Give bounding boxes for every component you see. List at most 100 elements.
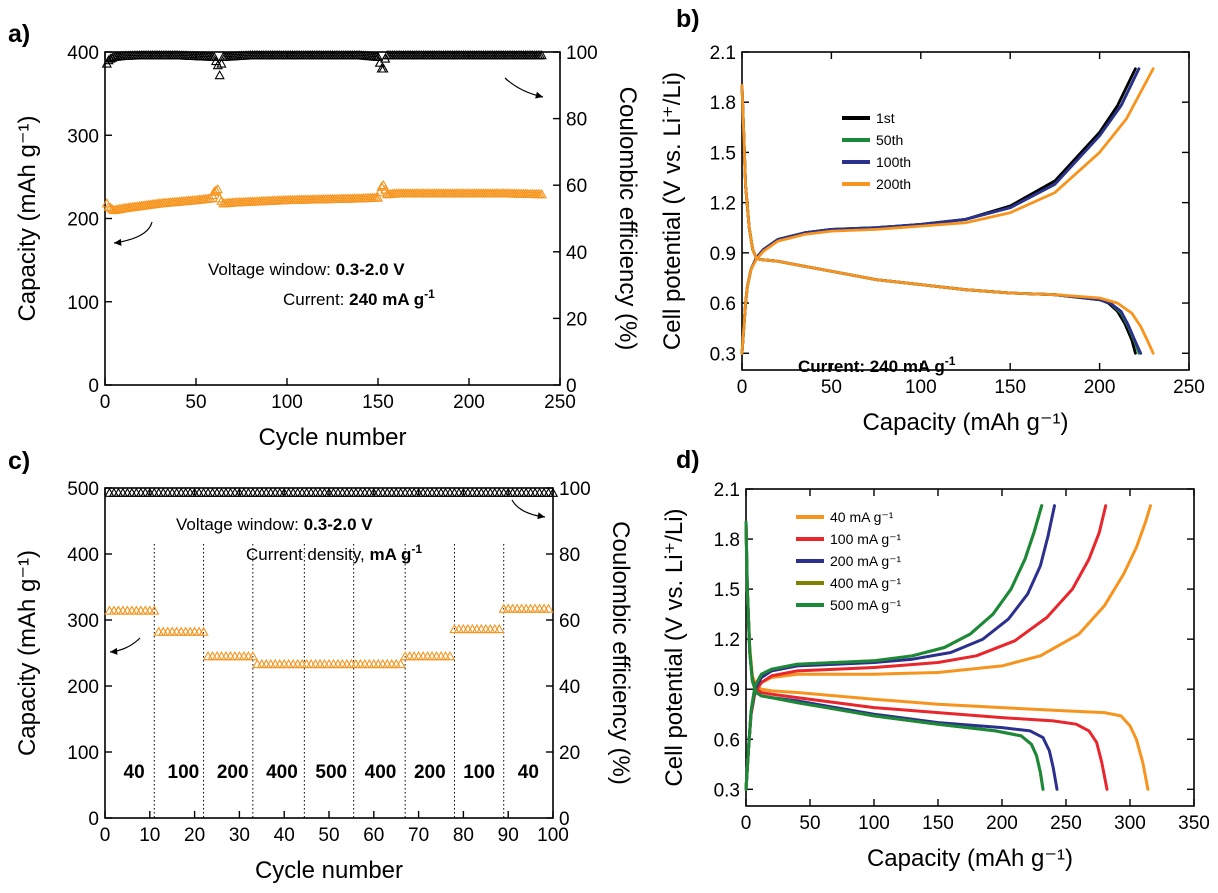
series-1-charge [744,504,1108,791]
rate-label: 200 [414,762,446,783]
y-tick-label: 0.3 [714,780,740,801]
panel-label: b) [676,5,700,33]
rate-label: 400 [266,762,298,783]
ce-marker [536,49,547,60]
x-tick-label: 200 [1084,377,1116,398]
current-annotation: Current: 240 mA g-1 [798,354,956,376]
series-200th-discharge [740,84,1155,355]
y-tick-label: 400 [67,545,99,566]
y-right-tick-label: 100 [559,479,591,500]
capacity-marker [543,603,554,613]
current-annotation-text: Current: [283,290,349,309]
x-tick-label: 50 [318,825,339,846]
legend-label: 40 mA g⁻¹ [830,509,894,525]
y-tick-label: 0 [88,809,99,830]
y-right-axis-title: Coulombic efficiency (%) [607,521,634,785]
x-tick-label: 20 [184,825,205,846]
current-density-annotation-bold: mA g [369,545,411,564]
voltage-window-annotation-bold: 0.3-2.0 V [304,515,374,534]
x-axis-title: Cycle number [258,424,406,451]
y-tick-label: 0.6 [710,294,736,315]
x-tick-label: 10 [139,825,160,846]
y-right-tick-label: 80 [559,545,580,566]
capacity-marker [444,650,456,661]
capacity-axis-arrow-head [110,647,118,655]
panel-d: 0 50 100 150 200 250 300 350 0.3 0.6 0.9 1.2 1.5 1.8 2… [661,446,1210,872]
ce-marker [212,59,223,70]
series-2-charge [744,504,1056,791]
current-annotation-sup: -1 [424,287,435,301]
capacity-marker [210,185,222,195]
legend-label: 50th [876,132,903,148]
panel-a: 0 50 100 150 200 2500100200300400020406080100… [8,20,641,451]
y-tick-label: 0.6 [714,730,740,751]
y-tick-label: 0.9 [714,680,740,701]
voltage-window-annotation-bold: 0.3-2.0 V [336,260,406,279]
y-tick-label: 100 [67,293,99,314]
x-tick-label: 80 [453,825,474,846]
plot-frame [741,51,1190,371]
legend-label: 100th [876,154,911,170]
y-tick-label: 0.9 [710,244,736,265]
x-tick-label: 40 [274,825,295,846]
x-tick-label: 30 [229,825,250,846]
panel-b: 0 50 100 150 200 250 0.3 0.6 0.9 1.2 1.5 1.8 2.1 Capa… [659,5,1205,436]
rate-label: 100 [168,762,200,783]
x-tick-label: 100 [905,377,937,398]
y-tick-label: 1.5 [710,143,736,164]
x-tick-label: 60 [363,825,384,846]
capacity-marker [212,184,223,194]
y-right-tick-label: 80 [566,110,587,131]
ce-marker [372,51,384,61]
y-tick-label: 500 [67,479,99,500]
y-tick-label: 2.1 [710,43,736,64]
rate-label: 40 [518,762,539,783]
series-50th-discharge [740,84,1141,355]
capacity-marker [105,202,116,212]
y-tick-label: 0 [88,376,99,397]
legend-label: 1st [876,110,895,126]
y-axis-title: Cell potential (V vs. Li⁺/Li) [659,72,686,350]
y-axis-title: Cell potential (V vs. Li⁺/Li) [661,508,688,786]
y-axis-title: Capacity (mAh g⁻¹) [14,550,41,756]
x-tick-label: 150 [362,392,394,413]
y-tick-label: 2.1 [714,480,740,501]
capacity-marker [372,192,384,202]
y-tick-label: 200 [67,677,99,698]
x-tick-label: 150 [922,813,954,834]
y-axis-title: Capacity (mAh g⁻¹) [14,115,41,321]
panel-c: 0 10 20 30 40 50 60 70 80 90 100010020030040050002… [8,447,634,884]
y-tick-label: 1.2 [714,630,740,651]
x-tick-label: 50 [799,813,820,834]
y-right-tick-label: 0 [566,376,577,397]
y-right-tick-label: 20 [559,743,580,764]
x-tick-label: 0 [100,392,111,413]
ce-axis-arrow-head [537,512,545,520]
x-tick-label: 50 [821,377,842,398]
capacity-marker [536,189,547,199]
series-4-charge [744,504,1044,791]
x-tick-label: 250 [1050,813,1082,834]
y-right-axis-title: Coulombic efficiency (%) [614,87,641,351]
rate-label: 100 [463,762,495,783]
series-100th-discharge [740,84,1143,355]
y-right-tick-label: 20 [566,309,587,330]
ce-marker [547,487,559,497]
x-tick-label: 100 [537,825,569,846]
series-4-discharge [744,520,1045,791]
rate-label: 40 [124,762,145,783]
panel-label: c) [8,447,30,475]
x-tick-label: 100 [858,813,890,834]
x-tick-label: 70 [408,825,429,846]
y-tick-label: 100 [67,743,99,764]
y-right-tick-label: 40 [566,243,587,264]
current-density-annotation-text: Current density, [246,545,369,564]
current-annotation-bold: 240 mA g [349,290,424,309]
x-tick-label: 150 [994,377,1026,398]
legend-label: 200 mA g⁻¹ [830,553,902,569]
current-annotation-bold: Current: 240 mA g [798,357,945,376]
series-0-charge [744,504,1152,791]
capacity-marker [103,201,114,211]
legend-label: 500 mA g⁻¹ [830,597,902,613]
current-density-annotation-sup: -1 [411,542,422,556]
